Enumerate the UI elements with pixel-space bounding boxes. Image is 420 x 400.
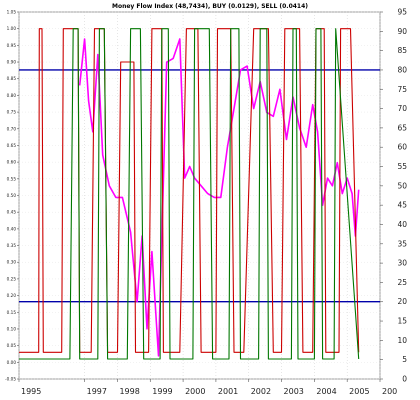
left-tick-label: 1.00 bbox=[7, 26, 17, 31]
left-tick-label: 0.45 bbox=[7, 210, 17, 215]
left-tick-label: 0.40 bbox=[7, 226, 17, 231]
right-tick-label: 5 bbox=[402, 355, 407, 364]
left-tick-label: 0.25 bbox=[7, 276, 17, 281]
x-tick-label: 1998 bbox=[119, 387, 139, 396]
left-tick-label: 0.20 bbox=[7, 293, 17, 298]
right-tick-label: 60 bbox=[397, 143, 407, 152]
left-tick-label: 0.10 bbox=[7, 326, 17, 331]
x-tick-label: 2001 bbox=[218, 387, 238, 396]
left-tick-label: 0.30 bbox=[7, 260, 17, 265]
x-tick-label: 200 bbox=[382, 387, 397, 396]
left-tick-label: 0.50 bbox=[7, 193, 17, 198]
left-tick-label: 0.65 bbox=[7, 143, 17, 148]
left-tick-label: 0.75 bbox=[7, 110, 17, 115]
left-tick-label: 0.80 bbox=[7, 93, 17, 98]
x-tick-label: 2002 bbox=[251, 387, 271, 396]
chart-title: Money Flow Index (48,7434), BUY (0.0129)… bbox=[112, 3, 308, 10]
right-tick-label: 40 bbox=[397, 220, 407, 229]
right-tick-label: 65 bbox=[397, 123, 407, 132]
left-tick-label: 0.05 bbox=[7, 343, 17, 348]
left-tick-label: 0.85 bbox=[7, 76, 17, 81]
series-line bbox=[19, 28, 360, 360]
right-tick-label: 35 bbox=[397, 239, 407, 248]
left-tick-label: 0.95 bbox=[7, 43, 17, 48]
right-tick-label: 50 bbox=[397, 181, 407, 190]
x-tick-label: 1997 bbox=[87, 387, 107, 396]
right-tick-label: 85 bbox=[397, 46, 407, 55]
right-tick-label: 55 bbox=[397, 162, 407, 171]
left-tick-label: 0.60 bbox=[7, 160, 17, 165]
left-tick-label: 0.90 bbox=[7, 60, 17, 65]
right-tick-label: 30 bbox=[397, 259, 407, 268]
right-tick-label: 25 bbox=[397, 278, 407, 287]
right-tick-label: 70 bbox=[397, 104, 407, 113]
right-tick-label: 95 bbox=[397, 8, 407, 17]
left-axis: 1.05 1.00 0.95 0.90 0.85 0.80 0.75 0.70 0.65 0.60… bbox=[5, 10, 19, 382]
left-tick-label: 0.15 bbox=[7, 310, 17, 315]
series-line bbox=[19, 28, 360, 353]
x-tick-label: 1995 bbox=[21, 387, 41, 396]
right-tick-label: 15 bbox=[397, 317, 407, 326]
left-tick-label: 0.35 bbox=[7, 243, 17, 248]
left-tick-label: 0.00 bbox=[7, 360, 17, 365]
series-line bbox=[78, 38, 360, 357]
right-tick-label: 75 bbox=[397, 85, 407, 94]
series-group bbox=[19, 28, 360, 360]
x-tick-label: 2005 bbox=[349, 387, 369, 396]
left-tick-label: 0.70 bbox=[7, 126, 17, 131]
x-tick-label: 2004 bbox=[316, 387, 336, 396]
left-tick-label: -0.05 bbox=[5, 377, 16, 382]
x-tick-label: 2003 bbox=[284, 387, 304, 396]
right-tick-label: 45 bbox=[397, 201, 407, 210]
right-tick-label: 80 bbox=[397, 65, 407, 74]
x-axis: 1995 1997 1998 1999 2000 2001 2002 2003 2004 2005… bbox=[18, 379, 397, 396]
right-tick-label: 0 bbox=[402, 375, 407, 384]
right-tick-label: 10 bbox=[397, 336, 407, 345]
x-tick-label: 2000 bbox=[185, 387, 205, 396]
left-tick-label: 1.05 bbox=[7, 10, 17, 15]
right-tick-label: 90 bbox=[397, 27, 407, 36]
x-tick-label: 1999 bbox=[152, 387, 172, 396]
left-tick-label: 0.55 bbox=[7, 176, 17, 181]
right-tick-label: 20 bbox=[397, 297, 407, 306]
